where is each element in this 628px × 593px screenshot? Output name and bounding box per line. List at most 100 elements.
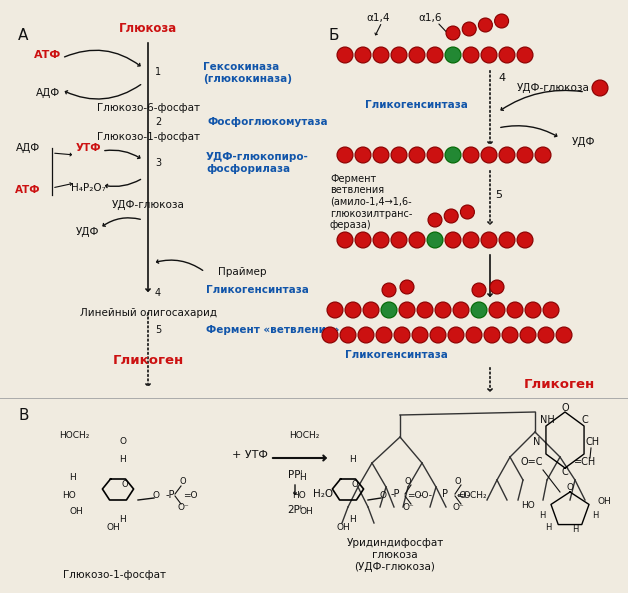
Text: Гликоген: Гликоген	[524, 378, 595, 391]
Text: HOCH₂: HOCH₂	[290, 431, 320, 439]
Circle shape	[460, 205, 474, 219]
Text: Фосфоглюкомутаза: Фосфоглюкомутаза	[208, 117, 328, 127]
Circle shape	[412, 327, 428, 343]
Circle shape	[463, 47, 479, 63]
Circle shape	[327, 302, 343, 318]
Text: 5: 5	[495, 190, 502, 200]
Text: УДФ-глюкопиро-
фосфорилаза: УДФ-глюкопиро- фосфорилаза	[206, 152, 309, 174]
Circle shape	[517, 47, 533, 63]
Text: Б: Б	[328, 28, 338, 43]
Text: УДФ: УДФ	[76, 227, 100, 237]
Text: 4: 4	[498, 73, 505, 83]
Circle shape	[495, 14, 509, 28]
Circle shape	[592, 80, 608, 96]
Circle shape	[391, 232, 407, 248]
Text: O⁻: O⁻	[452, 503, 464, 512]
Circle shape	[373, 47, 389, 63]
Text: O⁻: O⁻	[177, 503, 189, 512]
Text: O: O	[455, 477, 462, 486]
Circle shape	[520, 327, 536, 343]
Circle shape	[427, 232, 443, 248]
Circle shape	[337, 47, 353, 63]
Circle shape	[453, 302, 469, 318]
Text: OH: OH	[300, 508, 313, 517]
Circle shape	[490, 280, 504, 294]
Circle shape	[376, 327, 392, 343]
Circle shape	[446, 26, 460, 40]
Text: Гликогенсинтаза: Гликогенсинтаза	[206, 285, 309, 295]
Circle shape	[507, 302, 523, 318]
Text: OH: OH	[106, 524, 120, 533]
Circle shape	[463, 147, 479, 163]
Circle shape	[445, 232, 461, 248]
Circle shape	[479, 18, 492, 32]
Text: 2Pᴵ: 2Pᴵ	[288, 505, 302, 515]
Circle shape	[472, 283, 486, 297]
Text: O: O	[351, 480, 358, 489]
Text: Фермент «ветвления»: Фермент «ветвления»	[206, 325, 339, 335]
Circle shape	[409, 147, 425, 163]
Circle shape	[409, 232, 425, 248]
Text: АТФ: АТФ	[15, 185, 41, 195]
Circle shape	[499, 47, 515, 63]
Text: Н₄Р₂О₇: Н₄Р₂О₇	[70, 183, 106, 193]
Text: α1,4: α1,4	[366, 13, 390, 23]
Text: -P: -P	[165, 490, 175, 500]
Circle shape	[556, 327, 572, 343]
Circle shape	[363, 302, 379, 318]
Text: PPᴵ: PPᴵ	[288, 470, 302, 480]
Circle shape	[489, 302, 505, 318]
Text: АДФ: АДФ	[36, 88, 60, 98]
Text: Глюкоза: Глюкоза	[119, 22, 177, 35]
Circle shape	[373, 232, 389, 248]
Text: АТФ: АТФ	[35, 50, 62, 60]
Circle shape	[394, 327, 410, 343]
Text: O: O	[404, 477, 411, 486]
Text: -O-CH₂: -O-CH₂	[457, 490, 487, 499]
Circle shape	[355, 232, 371, 248]
Circle shape	[484, 327, 500, 343]
Circle shape	[322, 327, 338, 343]
Circle shape	[430, 327, 446, 343]
Text: O: O	[119, 438, 126, 447]
Circle shape	[481, 232, 497, 248]
Text: Гексокиназа
(глюкокиназа): Гексокиназа (глюкокиназа)	[203, 62, 292, 84]
Text: =O: =O	[456, 490, 470, 499]
Text: Глюкозо-1-фосфат: Глюкозо-1-фосфат	[97, 132, 200, 142]
Circle shape	[435, 302, 451, 318]
Text: O⁻: O⁻	[402, 503, 414, 512]
Circle shape	[381, 302, 397, 318]
Circle shape	[448, 327, 464, 343]
Text: -O-: -O-	[419, 490, 433, 499]
Circle shape	[499, 147, 515, 163]
Text: O: O	[566, 483, 573, 493]
Circle shape	[391, 47, 407, 63]
Text: УТФ: УТФ	[75, 143, 100, 153]
Circle shape	[355, 47, 371, 63]
Circle shape	[427, 147, 443, 163]
Text: H: H	[119, 515, 126, 524]
Text: NH: NH	[539, 415, 555, 425]
Text: =CH: =CH	[574, 457, 596, 467]
Circle shape	[428, 213, 442, 227]
Text: Гликогенсинтаза: Гликогенсинтаза	[345, 350, 448, 360]
Circle shape	[462, 22, 476, 36]
Text: HOCH₂: HOCH₂	[60, 431, 90, 439]
Text: O: O	[153, 490, 160, 499]
Circle shape	[517, 147, 533, 163]
Text: OH: OH	[598, 498, 612, 506]
Circle shape	[538, 327, 554, 343]
Text: O: O	[180, 477, 187, 486]
Text: 4: 4	[155, 288, 161, 298]
Text: H: H	[69, 473, 76, 483]
Text: УДФ: УДФ	[572, 137, 595, 147]
Circle shape	[444, 209, 458, 223]
Circle shape	[391, 147, 407, 163]
Circle shape	[400, 280, 414, 294]
Circle shape	[337, 147, 353, 163]
Text: УДФ-глюкоза: УДФ-глюкоза	[112, 200, 185, 210]
Text: H: H	[592, 511, 598, 519]
Circle shape	[517, 232, 533, 248]
Text: H: H	[300, 473, 306, 483]
Text: H: H	[545, 524, 551, 533]
